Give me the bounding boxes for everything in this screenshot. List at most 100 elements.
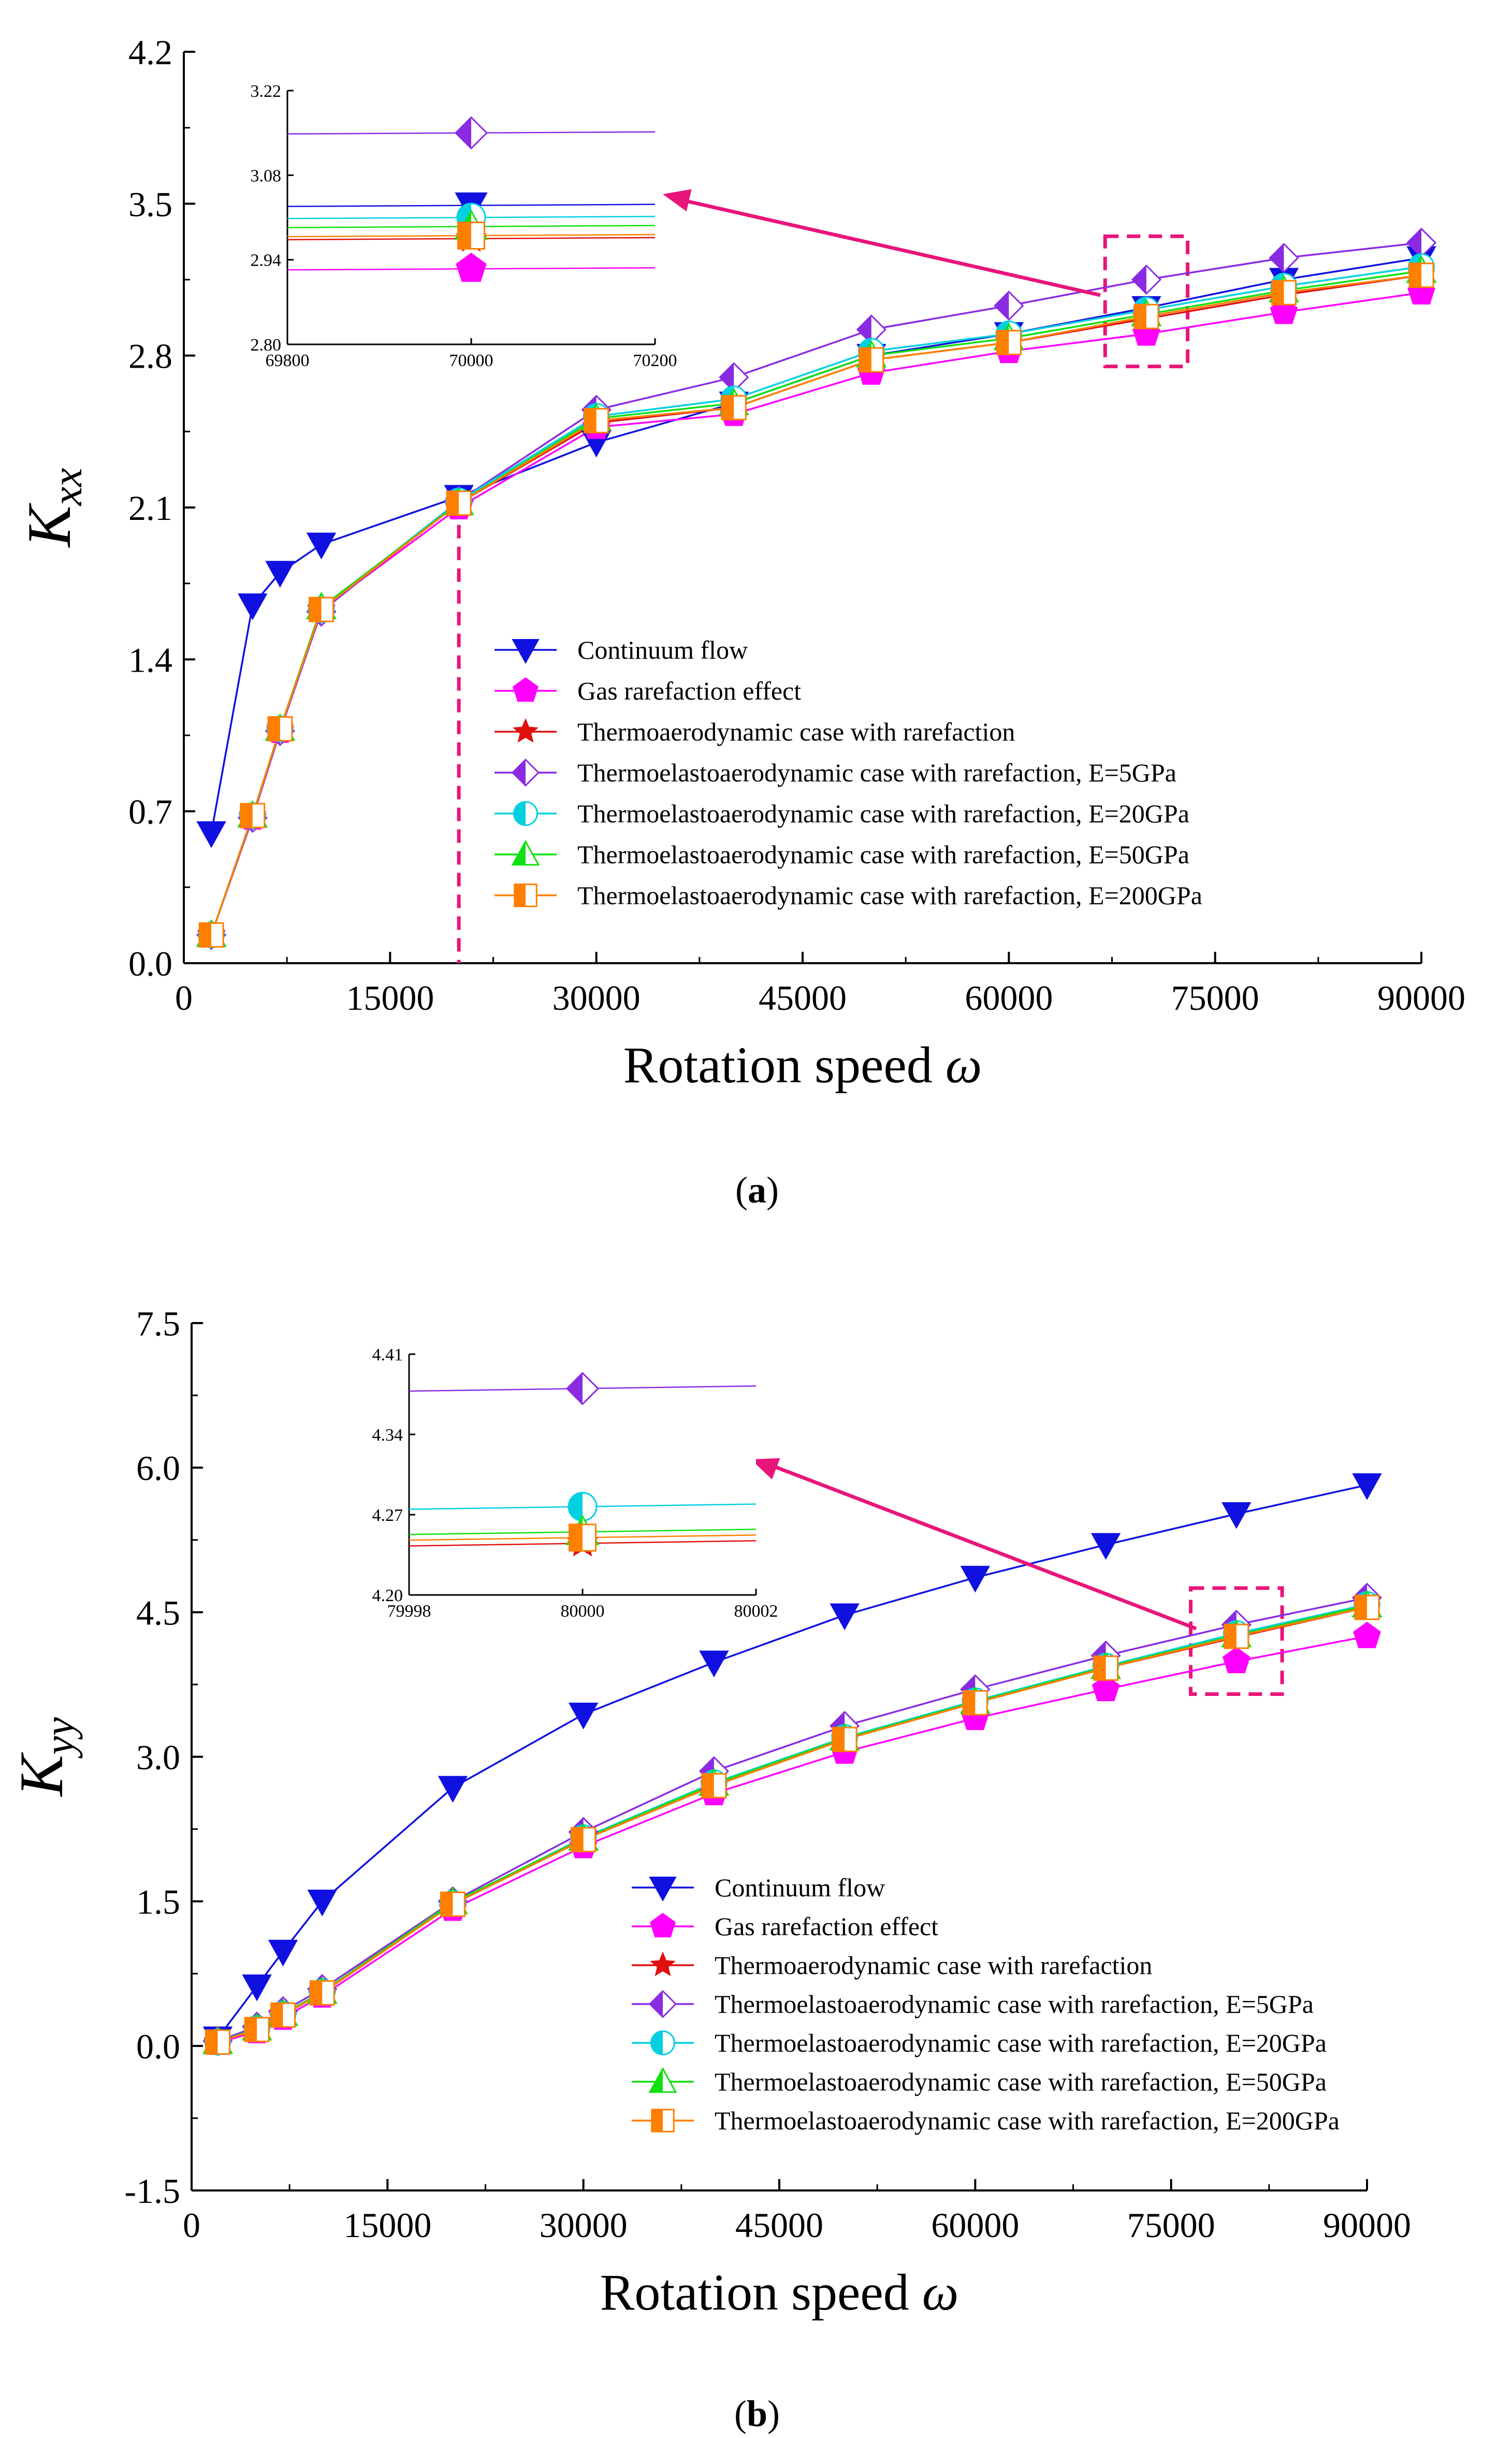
legend-swatch-marker-fill	[651, 2031, 663, 2055]
caption-letter: a	[748, 1169, 766, 1211]
x-tick-label: 30000	[540, 2205, 628, 2245]
y-tick-label: 0.0	[128, 944, 172, 983]
legend-swatch-marker	[650, 1912, 676, 1938]
legend-item: Thermoelastoaerodynamic case with rarefa…	[632, 2106, 1340, 2135]
x-axis-label-symbol: ω	[922, 2263, 959, 2321]
data-point-fill	[995, 292, 1009, 320]
inset-chart: 79998 80000 80002 4.20 4.27 4.34 4.41	[372, 1345, 778, 1621]
y-tick-label: 0.7	[128, 792, 172, 832]
x-tick-label: 45000	[735, 2205, 823, 2245]
y-tick-label: -1.5	[124, 2171, 180, 2211]
y-tick-label: 1.5	[136, 1882, 180, 1922]
y-axis-label: Kxx	[14, 468, 91, 548]
y-tick-label: 3.5	[128, 184, 172, 224]
legend-item: Thermoelastoaerodynamic case with rarefa…	[495, 799, 1189, 828]
panel-caption: (b)	[734, 2393, 780, 2434]
y-axis-label: Kyy	[7, 1717, 83, 1797]
y-axis-label-main: K	[7, 1752, 76, 1797]
legend-label: Thermoelastoaerodynamic case with rarefa…	[577, 758, 1176, 787]
data-point-fill	[441, 1892, 453, 1917]
data-point-fill	[245, 2018, 257, 2042]
legend-swatch-marker-fill	[651, 2109, 663, 2132]
data-point-fill	[963, 1691, 976, 1715]
zoom-arrow-line	[770, 1463, 1197, 1631]
data-point	[699, 1650, 729, 1678]
data-point	[268, 1939, 298, 1967]
x-axis-label: Rotation speed ω	[600, 2263, 959, 2321]
legend-label: Thermoaerodynamic case with rarefaction	[715, 1951, 1152, 1980]
data-point-fill	[268, 717, 280, 741]
y-tick-label: 4.2	[128, 33, 172, 72]
inset-data-point-fill	[456, 117, 471, 149]
x-tick-label: 75000	[1127, 2205, 1215, 2245]
inset-x-tick-label: 69800	[266, 351, 310, 370]
data-point-fill	[447, 491, 459, 515]
inset-data-point-fill	[569, 1524, 583, 1551]
zoom-box	[1189, 1586, 1284, 1696]
y-tick-label: 3.0	[136, 1738, 180, 1777]
legend-item: Thermoaerodynamic case with rarefaction	[495, 717, 1015, 746]
data-point-fill	[1272, 281, 1284, 305]
data-point-fill	[199, 923, 212, 947]
legend-swatch-marker-fill	[514, 802, 526, 825]
legend-item: Gas rarefaction effect	[632, 1912, 938, 1941]
caption-letter: b	[747, 2393, 767, 2434]
data-point	[1353, 1621, 1381, 1648]
legend-label: Gas rarefaction effect	[577, 676, 801, 705]
legend-item: Gas rarefaction effect	[495, 676, 801, 705]
inset-x-tick-label: 70200	[633, 351, 677, 370]
inset-x-tick-label: 70000	[449, 351, 493, 370]
inset-y-tick-label: 3.22	[251, 82, 282, 101]
data-point	[307, 1890, 337, 1917]
legend-label: Thermoelastoaerodynamic case with rarefa…	[577, 840, 1189, 869]
data-point	[960, 1565, 991, 1593]
legend-label: Thermoelastoaerodynamic case with rarefa…	[577, 799, 1189, 828]
series-line	[210, 274, 1422, 936]
y-axis-label-sub: yy	[36, 1717, 83, 1758]
legend-item: Continuum flow	[632, 1873, 885, 1902]
x-axis-label-text: Rotation speed	[623, 1036, 946, 1094]
inset-data-point-fill	[458, 222, 471, 249]
inset-y-tick-label: 3.08	[251, 166, 282, 185]
y-axis-label-main: K	[14, 502, 83, 548]
data-point-fill	[702, 1774, 714, 1798]
inset-x-tick-label: 79998	[387, 1602, 431, 1621]
data-point	[238, 593, 268, 620]
x-tick-label: 60000	[931, 2205, 1019, 2245]
y-tick-label: 0.0	[136, 2027, 180, 2066]
inset-y-tick-label: 4.27	[372, 1506, 403, 1525]
legend-item: Thermoelastoaerodynamic case with rarefa…	[495, 881, 1202, 910]
data-point-fill	[997, 330, 1009, 355]
x-axis-label-text: Rotation speed	[600, 2263, 922, 2321]
panel-caption: (a)	[735, 1169, 779, 1211]
data-point-fill	[722, 396, 734, 420]
inset-data-point-fill	[569, 1492, 583, 1521]
series-7	[210, 274, 1422, 936]
data-point-fill	[833, 1728, 845, 1751]
inset-x-tick-label: 80002	[734, 1602, 778, 1621]
inset-y-tick-label: 4.41	[372, 1345, 403, 1365]
legend-label: Continuum flow	[577, 635, 748, 664]
data-point	[265, 561, 295, 588]
legend-label: Thermoaerodynamic case with rarefaction	[577, 717, 1015, 746]
x-tick-label: 75000	[1171, 978, 1259, 1018]
legend-item: Thermoaerodynamic case with rarefaction	[632, 1951, 1152, 1980]
inset-x-tick-label: 80000	[561, 1602, 605, 1621]
x-tick-label: 90000	[1323, 2205, 1411, 2245]
x-axis-label: Rotation speed ω	[623, 1036, 982, 1094]
data-point-fill	[271, 2003, 283, 2027]
legend-swatch-marker-fill	[650, 2069, 663, 2092]
inset-y-tick-label: 4.20	[372, 1586, 403, 1605]
inset-chart: 69800 70000 70200 2.80 2.94 3.08 3.22	[251, 82, 677, 370]
y-axis-label-sub: xx	[43, 468, 91, 506]
x-tick-label: 15000	[346, 978, 434, 1018]
data-point-fill	[1134, 304, 1146, 329]
zoom-box	[1103, 234, 1190, 369]
data-point	[1222, 1647, 1251, 1674]
data-point	[242, 1974, 272, 2001]
data-point-fill	[1224, 1624, 1237, 1648]
data-point	[196, 821, 226, 848]
legend-label: Thermoelastoaerodynamic case with rarefa…	[715, 2106, 1340, 2135]
legend-swatch-marker	[512, 639, 540, 664]
legend-item: Thermoelastoaerodynamic case with rarefa…	[632, 2028, 1327, 2057]
